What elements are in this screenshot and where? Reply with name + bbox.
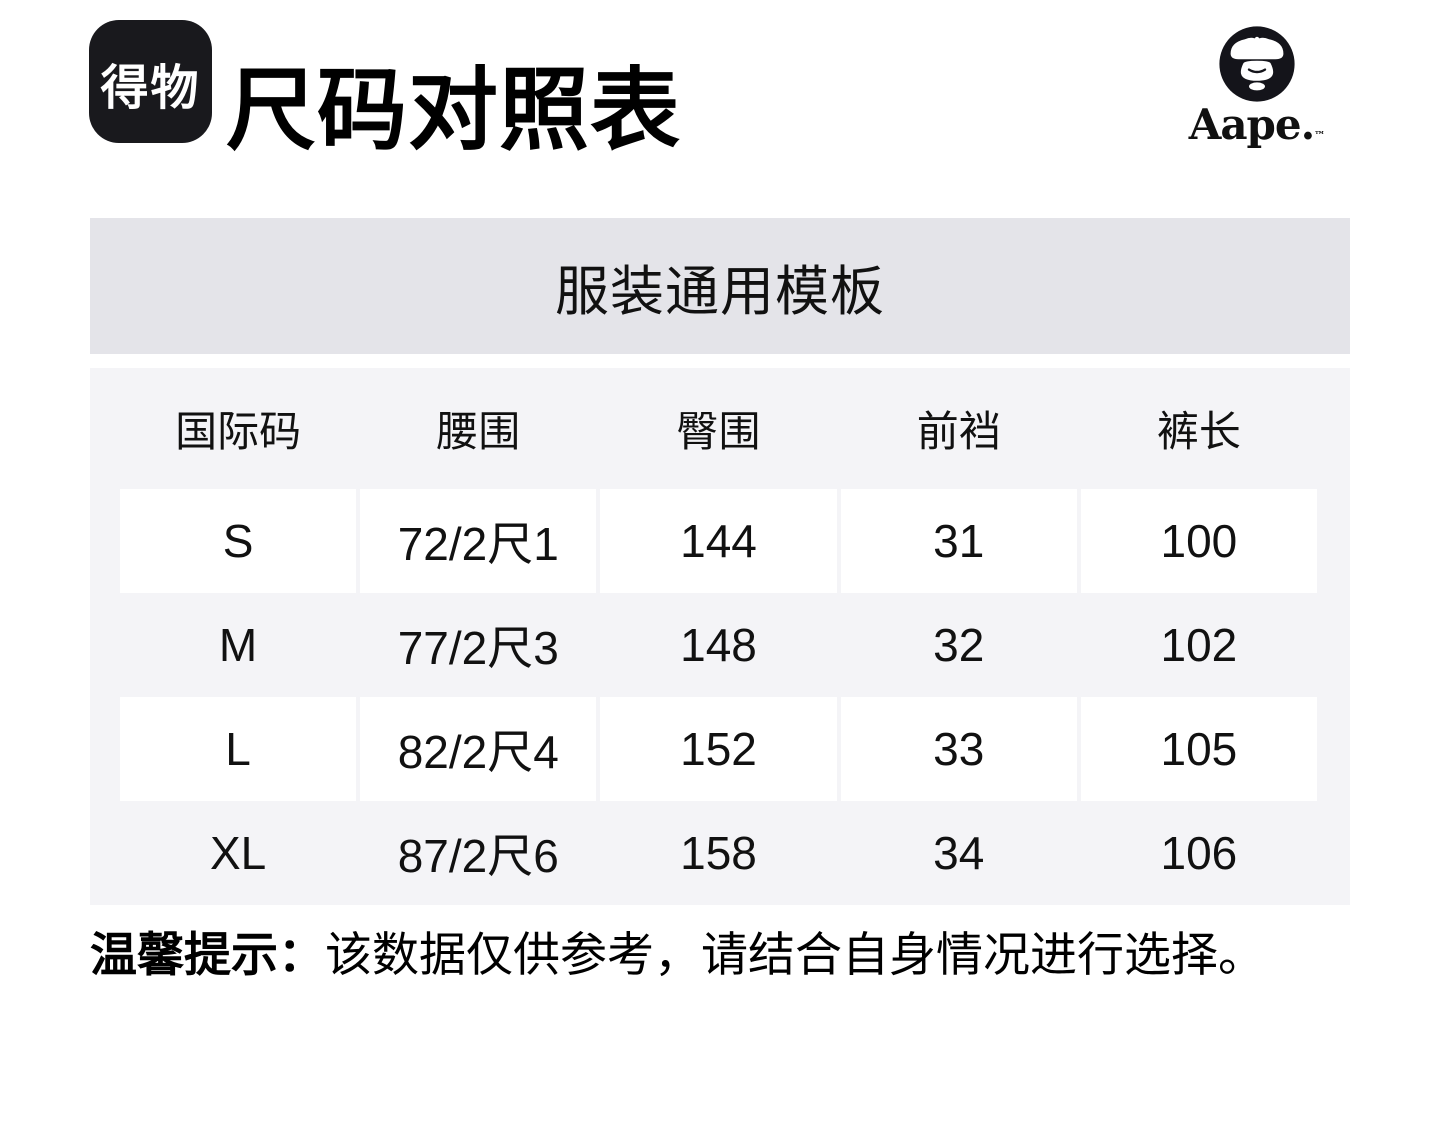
- table-cell: 77/2尺3: [397, 622, 559, 674]
- column-header-rise: 前裆: [916, 408, 1001, 455]
- table-cell: 102: [1160, 619, 1238, 671]
- table-cell: 72/2尺1: [360, 489, 597, 593]
- table-cell: XL: [209, 827, 267, 879]
- column-header-hip: 臀围: [676, 408, 761, 455]
- page-title: 尺码对照表: [226, 61, 681, 161]
- disclaimer-text: 该数据仅供参考，请结合自身情况进行选择。: [325, 928, 1265, 981]
- column-header-length: 裤长: [1156, 408, 1241, 455]
- trademark-symbol: ™: [1314, 129, 1326, 142]
- table-cell: L: [120, 697, 357, 801]
- table-cell: 100: [1080, 489, 1317, 593]
- dewu-logo-text: 得物: [100, 61, 201, 115]
- table-cell: 32: [933, 619, 985, 671]
- table-row-xl: XL 87/2尺6 158 34 106: [120, 801, 1317, 905]
- table-cell: S: [120, 489, 357, 593]
- table-cell: 82/2尺4: [360, 697, 597, 801]
- column-header-size: 国际码: [175, 408, 302, 455]
- aape-wordmark: Aape.™: [1188, 100, 1326, 149]
- disclaimer-note: 温馨提示：该数据仅供参考，请结合自身情况进行选择。: [90, 926, 1380, 985]
- table-cell: 152: [600, 697, 837, 801]
- table-cell: 105: [1080, 697, 1317, 801]
- table-cell: 158: [680, 827, 757, 879]
- table-cell: 106: [1160, 827, 1238, 879]
- table-cell: 31: [840, 489, 1077, 593]
- template-banner: 服装通用模板: [90, 218, 1350, 354]
- table-cell: 34: [933, 827, 985, 879]
- aape-ape-icon: [1219, 26, 1295, 102]
- aape-brand: Aape.™: [1189, 24, 1325, 148]
- disclaimer-label: 温馨提示：: [90, 928, 325, 981]
- table-header-row: 国际码 腰围 臀围 前裆 裤长: [120, 368, 1317, 489]
- table-row-s: S 72/2尺1 144 31 100: [120, 489, 1317, 593]
- table-row-m: M 77/2尺3 148 32 102: [120, 593, 1317, 697]
- dewu-logo: 得物: [89, 20, 212, 143]
- table-cell: M: [218, 619, 258, 671]
- aape-wordmark-text: Aape.: [1188, 100, 1316, 149]
- table-row-l: L 82/2尺4 152 33 105: [120, 697, 1317, 801]
- table-cell: 33: [840, 697, 1077, 801]
- table-cell: 144: [600, 489, 837, 593]
- size-table: 国际码 腰围 臀围 前裆 裤长 S 72/2尺1 144 31 100 M 77…: [90, 368, 1350, 905]
- column-header-waist: 腰围: [436, 408, 521, 455]
- table-cell: 87/2尺6: [397, 830, 559, 882]
- template-banner-label: 服装通用模板: [555, 261, 885, 322]
- table-cell: 148: [680, 619, 757, 671]
